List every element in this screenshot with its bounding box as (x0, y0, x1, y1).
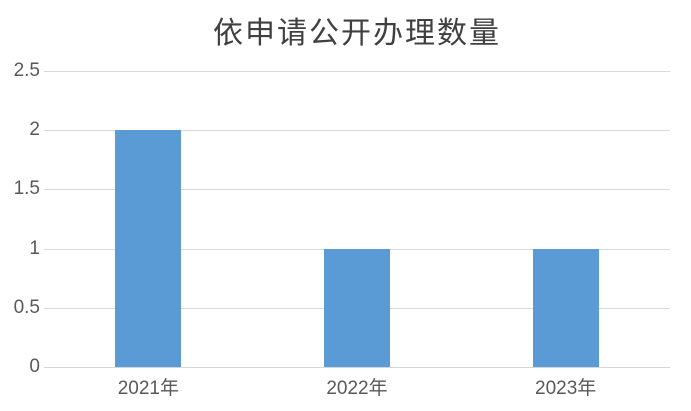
y-axis-tick-label: 0 (29, 356, 40, 377)
y-axis-tick-label: 1.5 (13, 178, 40, 200)
bar-2022年 (324, 248, 390, 367)
chart-title: 依申请公开办理数量 (213, 17, 501, 50)
bar-2023年 (532, 248, 599, 367)
bar-2021年 (115, 130, 182, 367)
plot-area (44, 71, 670, 368)
gridline (44, 130, 670, 132)
y-axis-tick-label: 2 (29, 119, 40, 141)
gridline (44, 189, 670, 191)
x-axis-tick-label: 2022年 (326, 378, 388, 399)
y-axis-tick-label: 1 (29, 237, 40, 259)
x-axis-tick-label: 2021年 (117, 378, 179, 399)
x-axis-line (44, 367, 670, 368)
gridline (44, 71, 670, 72)
y-axis-tick-label: 0.5 (13, 296, 40, 318)
y-axis-tick-label: 2.5 (13, 60, 40, 81)
x-axis-tick-label: 2023年 (535, 378, 597, 399)
